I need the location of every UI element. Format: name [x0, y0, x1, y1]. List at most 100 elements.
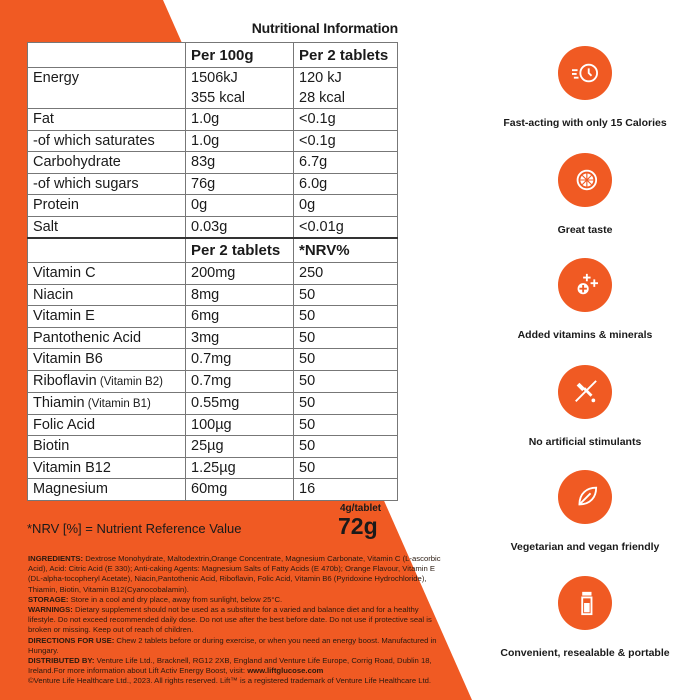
tube-icon — [558, 576, 612, 630]
table-cell: 0g — [293, 194, 398, 217]
header-cell — [27, 237, 186, 263]
table-cell: Biotin — [27, 435, 186, 458]
header-cell: Per 2 tablets — [293, 42, 398, 68]
table-cell: 6.0g — [293, 172, 398, 195]
table-cell: 60mg — [185, 478, 294, 501]
info-paragraph: INGREDIENTS: Dextrose Monohydrate, Malto… — [28, 554, 441, 594]
plus-icon — [558, 258, 612, 312]
net-weight: 72g — [338, 513, 378, 539]
feature-label: Added vitamins & minerals — [517, 329, 653, 341]
cell-note: (Vitamin B1) — [84, 397, 151, 410]
table-cell: Protein — [27, 194, 186, 217]
website-link[interactable]: www.liftglucose.com — [247, 666, 324, 676]
table-cell: 1.0g — [185, 129, 294, 152]
feature-item: Convenient, resealable & portable — [470, 576, 700, 659]
table-row: Folic Acid 100µg 50 — [27, 413, 398, 436]
table-cell: Folic Acid — [27, 413, 186, 436]
table-cell: Vitamin B6 — [27, 348, 186, 371]
table-cell: Fat — [27, 108, 186, 131]
table-row: Vitamin B12 1.25µg 50 — [27, 456, 398, 479]
table-row: Vitamin C 200mg 250 — [27, 262, 398, 285]
feature-label: Fast-acting with only 15 Calories — [503, 117, 667, 129]
table-cell: <0.01g — [293, 215, 398, 239]
table-cell: 16 — [293, 478, 398, 501]
feature-label: No artificial stimulants — [528, 436, 642, 448]
table-cell: 0.55mg — [185, 391, 294, 415]
table-cell: Vitamin C — [27, 262, 186, 285]
header-cell: Per 100g — [185, 42, 294, 68]
info-paragraph: DIRECTIONS FOR USE: Chew 2 tablets befor… — [28, 635, 437, 655]
feature-label: Convenient, resealable & portable — [500, 647, 670, 659]
table-cell: 50 — [293, 348, 398, 371]
table-cell: 83g — [185, 151, 294, 174]
table-cell: 25µg — [185, 435, 294, 458]
table-cell: Riboflavin (Vitamin B2) — [27, 369, 186, 393]
no-dropper-icon — [558, 365, 612, 419]
table-cell: 0.7mg — [185, 369, 294, 393]
info-paragraph: STORAGE: Store in a cool and dry place, … — [28, 594, 283, 604]
table-cell: 6.7g — [293, 151, 398, 174]
table-row: Magnesium 60mg 16 — [27, 478, 398, 501]
table-cell: 50 — [293, 283, 398, 306]
table-cell: 0.7mg — [185, 348, 294, 371]
table-cell: Pantothenic Acid — [27, 326, 186, 349]
table-cell: Carbohydrate — [27, 151, 186, 174]
table-cell: Vitamin E — [27, 305, 186, 328]
cell-note: (Vitamin B2) — [96, 375, 163, 388]
feature-item: No artificial stimulants — [470, 365, 700, 448]
table-row: Protein 0g 0g — [27, 194, 398, 217]
table-row: -of which sugars 76g 6.0g — [27, 172, 398, 195]
table-cell: Salt — [27, 215, 186, 239]
fast-clock-icon — [558, 46, 612, 100]
table-cell: Magnesium — [27, 478, 186, 501]
table-cell: 0.03g — [185, 215, 294, 239]
table-cell: 1.0g — [185, 108, 294, 131]
info-paragraph: WARNINGS: Dietary supplement should not … — [28, 605, 432, 635]
table-cell: Vitamin B12 — [27, 456, 186, 479]
table-row: Vitamin B6 0.7mg 50 — [27, 348, 398, 371]
table-cell: 250 — [293, 262, 398, 285]
table-cell: 100µg — [185, 413, 294, 436]
feature-item: Fast-acting with only 15 Calories — [470, 46, 700, 129]
info-paragraph: DISTRIBUTED BY: Venture Life Ltd., Brack… — [28, 656, 432, 676]
table-row: Carbohydrate 83g 6.7g — [27, 151, 398, 174]
table-row: Pantothenic Acid 3mg 50 — [27, 326, 398, 349]
product-info: INGREDIENTS: Dextrose Monohydrate, Malto… — [28, 554, 448, 687]
feature-item: Great taste — [470, 153, 700, 236]
nrv-note: *NRV [%] = Nutrient Reference Value — [27, 521, 242, 536]
table-row: Thiamin (Vitamin B1) 0.55mg 50 — [27, 391, 398, 415]
table-cell: 50 — [293, 369, 398, 393]
table-cell: <0.1g — [293, 129, 398, 152]
table-row: -of which saturates 1.0g <0.1g — [27, 129, 398, 152]
feature-item: Added vitamins & minerals — [470, 258, 700, 341]
table-cell: 3mg — [185, 326, 294, 349]
table-row: Biotin 25µg 50 — [27, 435, 398, 458]
table-cell: 6mg — [185, 305, 294, 328]
feature-item: Vegetarian and vegan friendly — [470, 470, 700, 553]
orange-slice-icon — [558, 153, 612, 207]
per-tablet-label: 4g/tablet — [340, 503, 382, 514]
table-cell: 50 — [293, 435, 398, 458]
table-cell: 50 — [293, 305, 398, 328]
table-cell: 50 — [293, 326, 398, 349]
table-cell: <0.1g — [293, 108, 398, 131]
header-cell: Per 2 tablets — [185, 237, 294, 263]
feature-label: Vegetarian and vegan friendly — [510, 541, 660, 553]
feature-label: Great taste — [557, 224, 613, 236]
table-row: Vitamin E 6mg 50 — [27, 305, 398, 328]
header-cell: *NRV% — [293, 237, 398, 263]
nutrition-table: Per 100g Per 2 tablets Energy 1506kJ 355 kc… — [27, 42, 398, 501]
table-row: Riboflavin (Vitamin B2) 0.7mg 50 — [27, 369, 398, 393]
table-cell: 50 — [293, 413, 398, 436]
table-cell: 76g — [185, 172, 294, 195]
table-cell: 50 — [293, 456, 398, 479]
table-cell: Thiamin (Vitamin B1) — [27, 391, 186, 415]
table-row: Energy 1506kJ 355 kcal 120 kJ 28 kcal — [27, 67, 398, 109]
header-cell — [27, 42, 186, 68]
table-row: Niacin 8mg 50 — [27, 283, 398, 306]
table-cell: 1506kJ 355 kcal — [185, 67, 294, 109]
table-cell: 200mg — [185, 262, 294, 285]
table-cell: 50 — [293, 391, 398, 415]
table-row: Salt 0.03g <0.01g — [27, 215, 398, 239]
table-row: Fat 1.0g <0.1g — [27, 108, 398, 131]
